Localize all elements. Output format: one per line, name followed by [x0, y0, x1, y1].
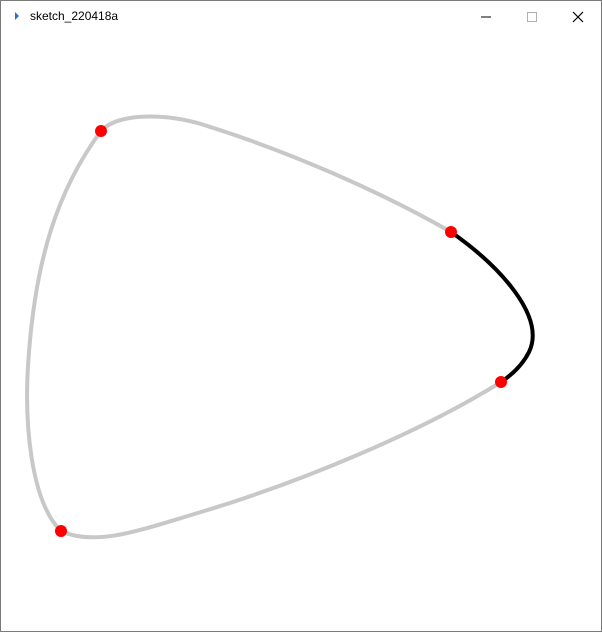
- window-title: sketch_220418a: [30, 9, 119, 23]
- maximize-button[interactable]: [509, 1, 555, 32]
- maximize-icon: [527, 11, 537, 22]
- close-button[interactable]: [555, 1, 601, 32]
- close-icon: [572, 11, 584, 22]
- sketch-canvas[interactable]: [1, 32, 601, 631]
- curve-drawing: [25, 114, 535, 540]
- closed-curve-gray: [25, 114, 503, 540]
- minimize-icon: [481, 16, 491, 17]
- processing-app-icon: [15, 12, 19, 20]
- control-point[interactable]: [495, 376, 507, 388]
- control-point[interactable]: [95, 125, 107, 137]
- control-point[interactable]: [445, 226, 457, 238]
- title-bar[interactable]: sketch_220418a: [1, 1, 601, 32]
- control-point[interactable]: [55, 525, 67, 537]
- minimize-button[interactable]: [463, 1, 509, 32]
- active-curve-segment: [449, 230, 535, 384]
